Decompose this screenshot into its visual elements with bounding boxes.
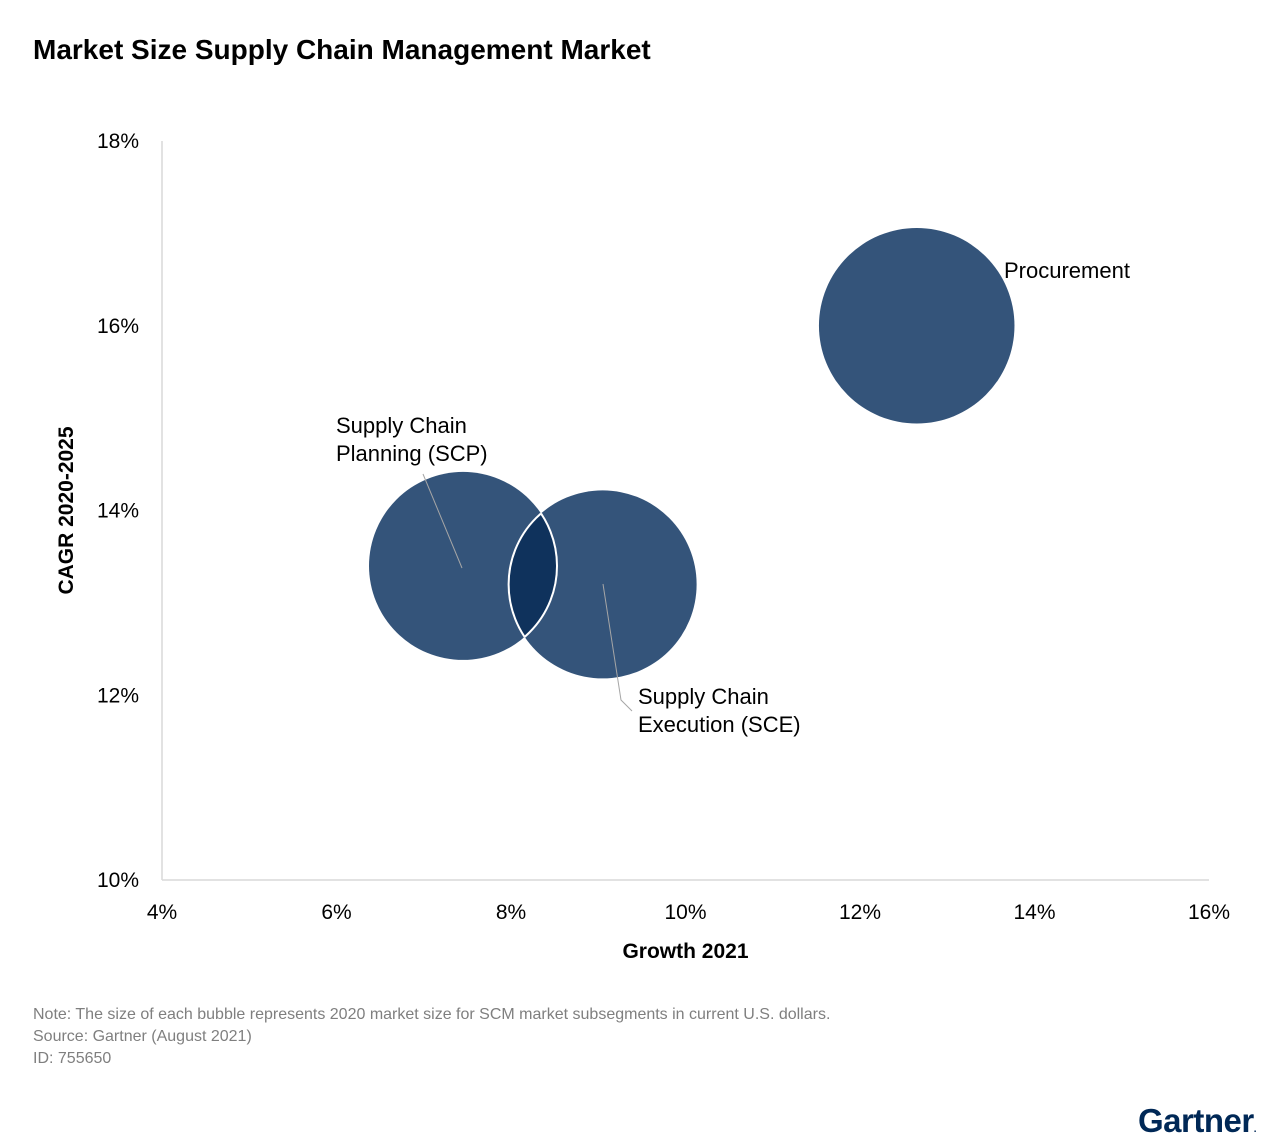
x-tick-label: 16% [1188,901,1230,924]
y-tick-label: 10% [97,869,139,892]
x-tick-label: 12% [839,901,881,924]
y-tick-label: 16% [97,315,139,338]
bubble-chart: 4% 6% 8% 10% 12% 14% 16% 10% 12% 14% 16% 18% Growth … [55,130,1230,963]
footer-id: ID: 755650 [33,1050,112,1067]
x-tick-label: 4% [147,901,177,924]
footer: Note: The size of each bubble represents… [33,1004,830,1070]
chart-title: Market Size Supply Chain Management Mark… [33,34,651,65]
bubble-label: Procurement [1004,258,1130,283]
footer-source: Source: Gartner (August 2021) [33,1028,252,1045]
leader-line [602,583,633,712]
x-tick-label: 6% [321,901,351,924]
footer-note: Note: The size of each bubble represents… [33,1006,831,1023]
bubble-label: Supply Chain Execution (SCE) [638,684,801,737]
bubble-label-line: Execution (SCE) [638,712,801,737]
gartner-logo: Gartner. [1138,1102,1257,1140]
x-axis-title: Growth 2021 [622,940,748,963]
y-tick-label: 18% [97,130,139,153]
leader-line [422,473,463,569]
bubble-label-line: Procurement [1004,258,1130,283]
logo-mark: . [1253,1124,1257,1135]
y-tick-label: 12% [97,684,139,707]
x-tick-label: 10% [664,901,706,924]
bubble-label-line: Supply Chain [336,413,467,438]
bubble-labels: Supply Chain Planning (SCP) Supply Chain Ex… [336,258,1130,737]
bubble-label: Supply Chain Planning (SCP) [336,413,488,466]
overlap-edge [508,490,559,661]
bubble [369,471,558,660]
axes: 4% 6% 8% 10% 12% 14% 16% 10% 12% 14% 16% 18% Growth … [55,130,1230,963]
bubble [818,227,1015,424]
overlap-edge [507,489,558,660]
y-axis-title: CAGR 2020-2025 [55,426,78,594]
logo-text: Gartner [1138,1102,1254,1139]
bubble-label-line: Planning (SCP) [336,441,488,466]
y-tick-label: 14% [97,500,139,523]
x-tick-label: 8% [496,901,526,924]
x-tick-label: 14% [1013,901,1055,924]
bubble-label-line: Supply Chain [638,684,769,709]
